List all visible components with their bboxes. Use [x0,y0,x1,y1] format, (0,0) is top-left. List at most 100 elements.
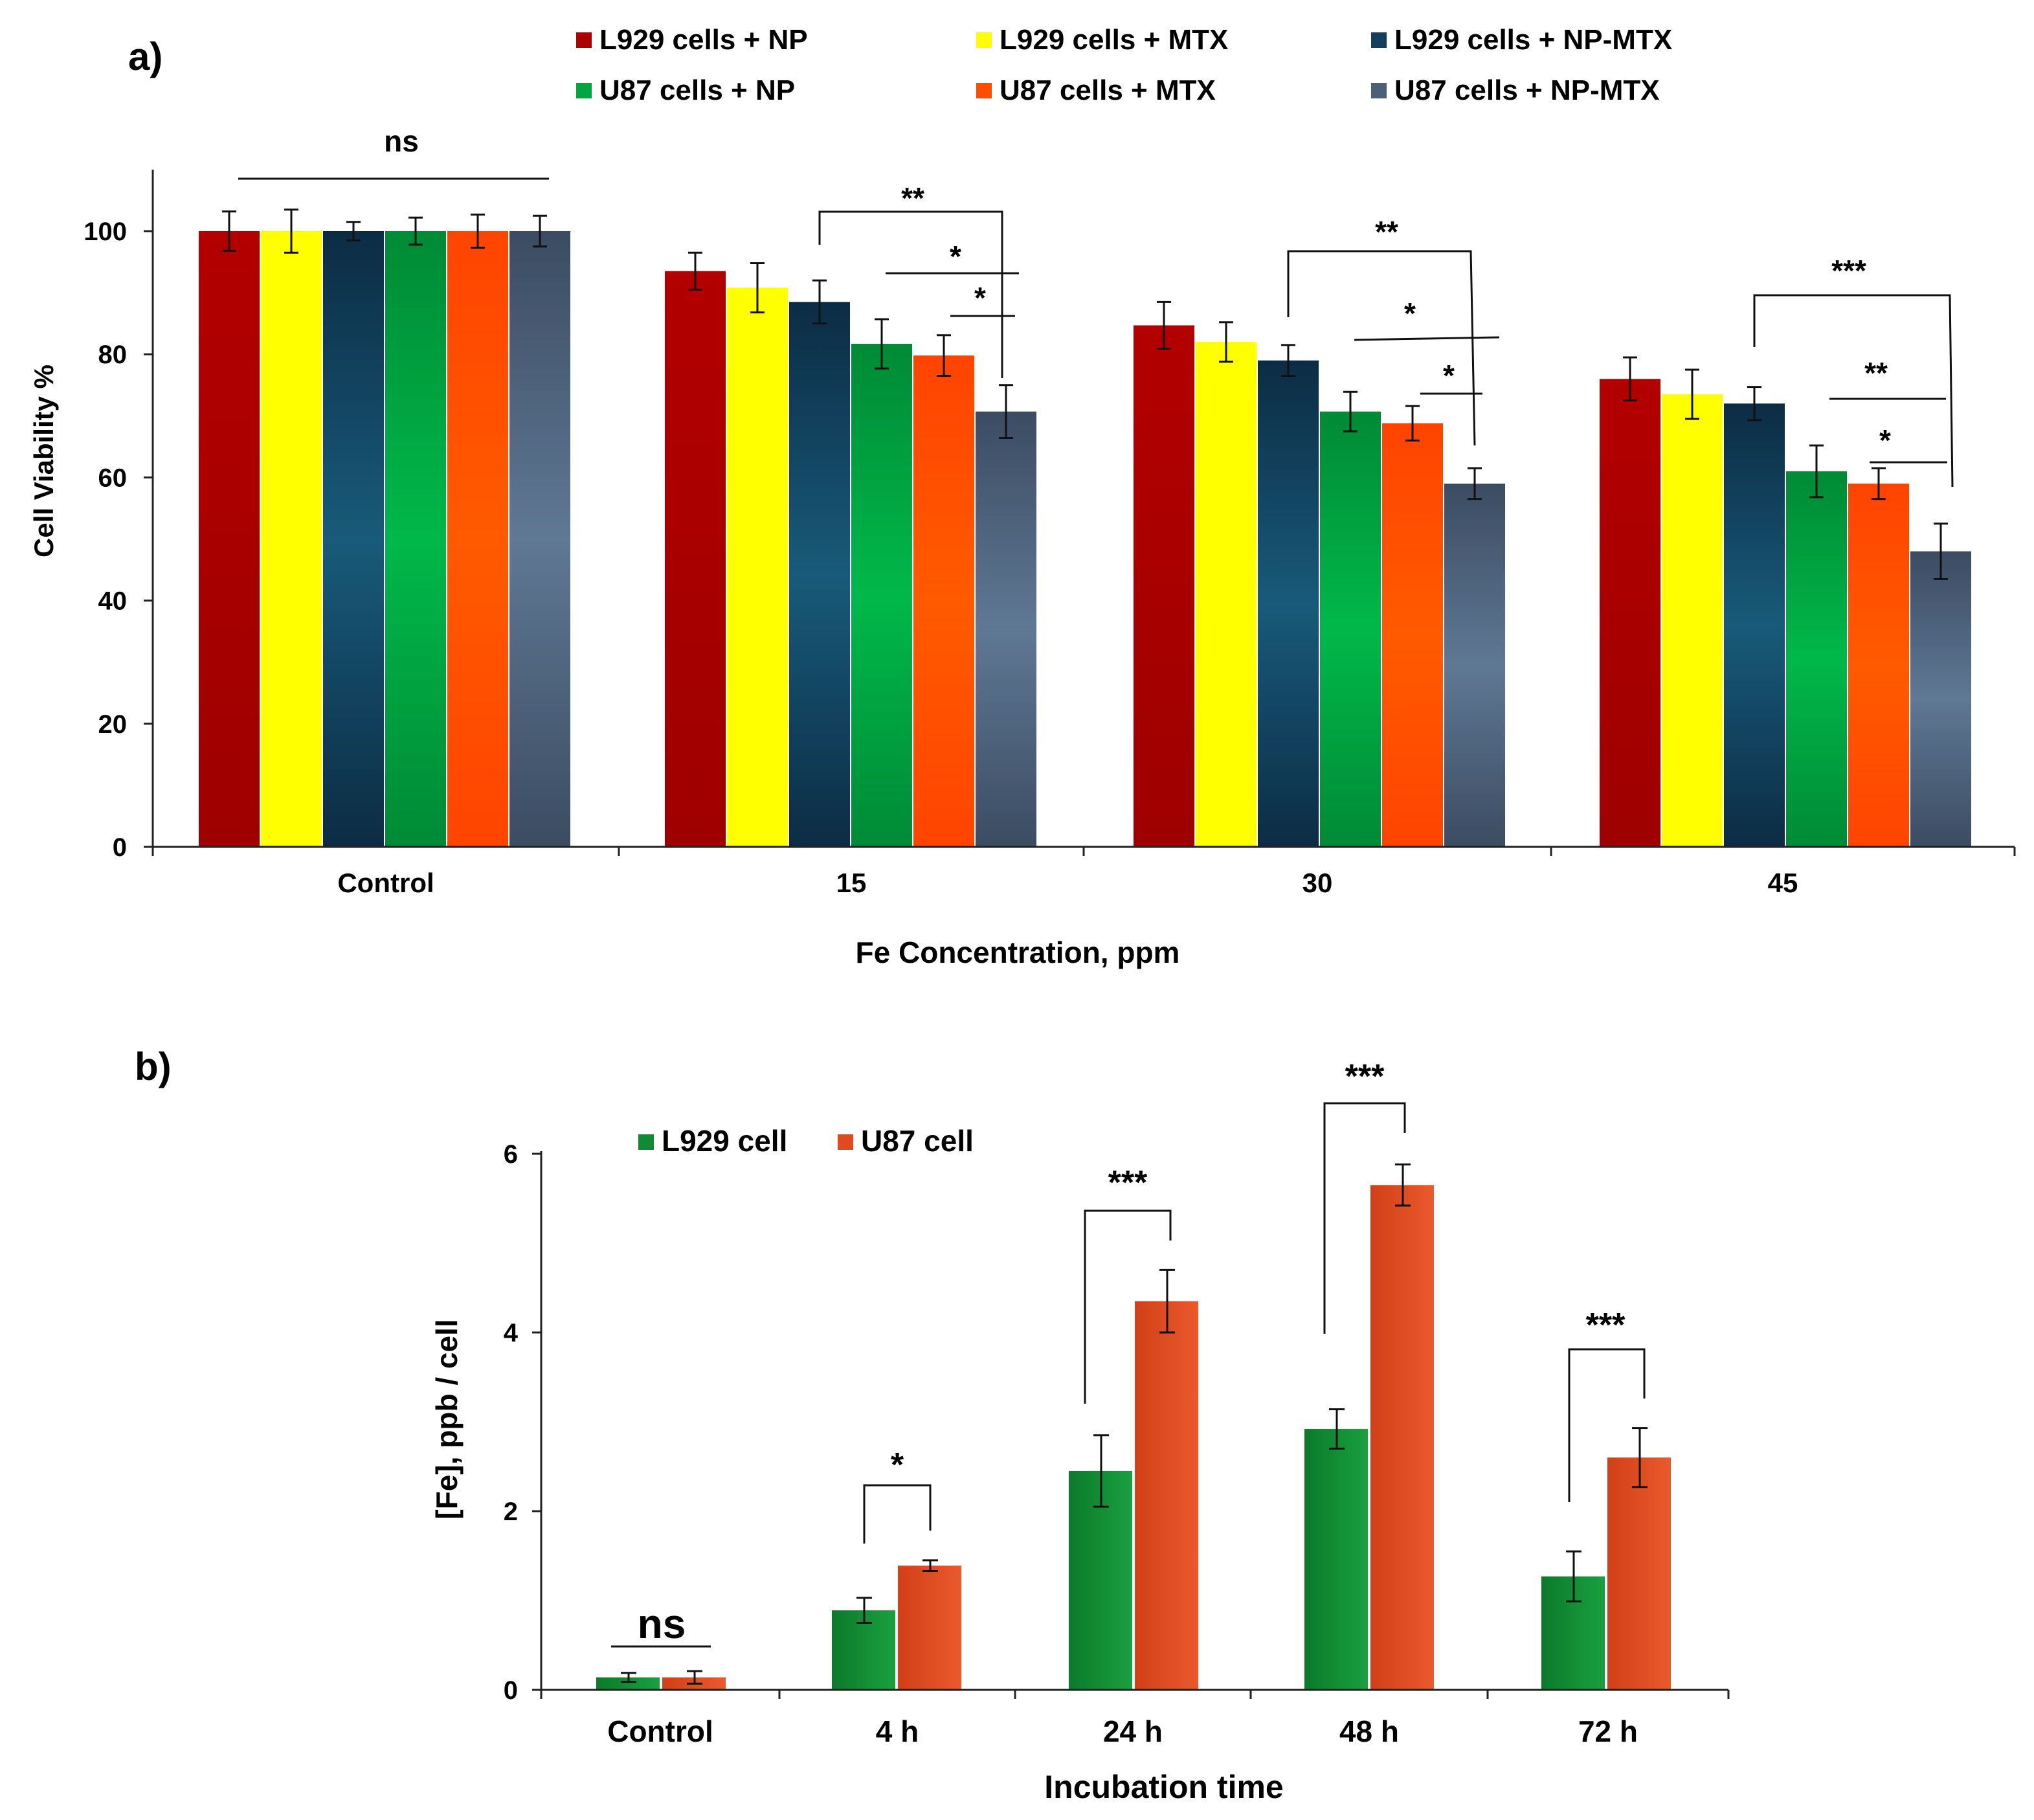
legend-item: U87 cells + MTX [976,74,1216,106]
error-bar [1093,1434,1109,1508]
bar [1135,1301,1198,1690]
y-tick-label: 80 [98,341,128,369]
panel-a-label: a) [128,35,162,78]
legend-item: L929 cells + NP-MTX [1371,24,1672,56]
legend-label: L929 cells + MTX [1000,24,1228,56]
y-tick-label: 100 [84,218,127,246]
y-tick-label: 2 [504,1498,518,1526]
sig-bracket [1354,336,1500,341]
y-axis-label: [Fe], ppb / cell [430,1319,464,1519]
bar [851,344,912,847]
bar [1370,1185,1434,1690]
sig-label: *** [1586,1307,1626,1344]
sig-bracket [1568,1348,1646,1502]
bar [898,1566,961,1690]
legend-label: L929 cells + NP [599,24,808,56]
panel-a-error-bars [222,208,1948,580]
error-bar [1685,368,1699,420]
sig-label: * [891,1446,904,1484]
sig-label: *** [1831,254,1866,287]
legend-item: U87 cells + NP-MTX [1371,74,1660,106]
error-bar [471,213,485,249]
error-bar [812,279,827,325]
panel-b-significance: ns********** [611,1058,1646,1648]
error-bar [621,1672,636,1683]
sig-bracket [818,210,1003,378]
panel-b-error-bars [621,1163,1648,1685]
bar [1600,379,1660,847]
bar [1848,483,1909,847]
panel-a-legend: L929 cells + NP L929 cells + MTX L929 ce… [576,24,1672,106]
bar [727,287,788,847]
bar [1910,551,1971,847]
legend-swatch [838,1134,853,1150]
bar [1607,1457,1671,1690]
bar [1724,403,1785,847]
legend-label: U87 cell [861,1124,974,1158]
x-axis-label: Fe Concentration, ppm [856,936,1180,969]
bar [323,231,384,847]
sig-label: * [1443,359,1455,392]
x-tick-label: Control [607,1714,713,1748]
legend-item: L929 cell [638,1124,787,1158]
sig-label: ** [901,181,924,215]
legend-swatch [638,1134,654,1150]
bar [385,231,446,847]
panel-a-significance: ns************** [238,124,1954,488]
error-bar [408,216,423,246]
error-bar [222,210,236,252]
bar [913,355,974,847]
bar [1196,342,1257,847]
bar [1662,394,1723,847]
error-bar [346,221,361,242]
x-tick-label: 30 [1302,868,1333,898]
legend-item: U87 cell [838,1124,974,1158]
sig-label: * [1404,297,1416,330]
legend-swatch [976,32,992,48]
sig-label: ** [1375,215,1398,249]
error-bar [856,1597,872,1624]
sig-bracket [863,1484,932,1544]
bar [1304,1429,1368,1690]
panel-a-axes: 0 20 40 60 80 100 Control 15 30 45 [84,170,2016,898]
sig-bracket [1323,1102,1406,1334]
bar [199,231,260,847]
legend-swatch [1371,83,1387,98]
bar [261,231,322,847]
y-tick-label: 4 [504,1319,519,1347]
error-bar [1934,522,1948,580]
y-tick-label: 60 [98,464,128,492]
sig-label: * [1879,423,1891,457]
error-bar [999,384,1013,440]
sig-label: ns [638,1601,686,1647]
panel-b: b) L929 cell U87 cell [Fe], ppb / cell I… [135,1045,1730,1805]
error-bar [1623,356,1637,402]
bar [1258,360,1319,847]
sig-label: * [950,240,961,273]
error-bar [1468,467,1482,500]
error-bar [1159,1268,1175,1334]
error-bar [533,214,547,248]
legend-label: U87 cells + MTX [1000,74,1216,106]
bar [1134,325,1194,847]
legend-label: U87 cells + NP [599,74,795,106]
panel-b-legend: L929 cell U87 cell [638,1124,974,1158]
panel-b-bars [596,1185,1671,1690]
bar [665,271,726,847]
error-bar [922,1559,938,1572]
legend-swatch [576,32,592,48]
error-bar [1566,1550,1581,1602]
sig-label: ns [384,124,419,158]
error-bar [1219,321,1233,363]
error-bar [1405,405,1420,442]
y-tick-label: 0 [504,1676,518,1705]
legend-item: L929 cells + NP [576,24,808,56]
error-bar [1343,390,1358,433]
panel-a-bars [199,231,1971,847]
panel-a: a) L929 cells + NP L929 cells + MTX L929… [28,24,2016,969]
error-bar [1632,1427,1648,1489]
legend-label: L929 cell [662,1124,787,1158]
sig-bracket [1084,1209,1172,1404]
error-bar [687,1670,702,1685]
